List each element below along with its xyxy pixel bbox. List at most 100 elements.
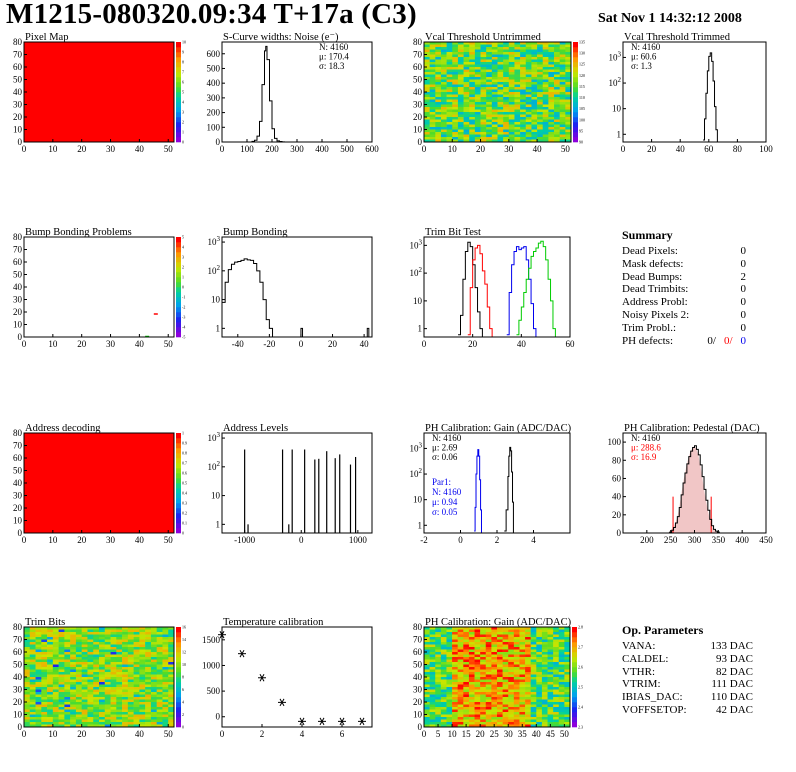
- heatmap-cell: [424, 702, 430, 705]
- heatmap-cell: [435, 132, 442, 135]
- heatmap-cell: [469, 89, 476, 93]
- heatmap-cell: [75, 677, 82, 680]
- x-tick-label: 300: [688, 535, 702, 545]
- heatmap-cell: [468, 654, 475, 658]
- heatmap-cell: [104, 649, 111, 653]
- heatmap-cell: [457, 679, 464, 683]
- heatmap-cell: [463, 632, 470, 635]
- heatmap-cell: [127, 692, 134, 695]
- heatmap-cell: [474, 659, 481, 663]
- heatmap-cell: [565, 44, 571, 48]
- heatmap-cell: [452, 124, 459, 128]
- heatmap-cell: [81, 649, 88, 653]
- heatmap-cell: [497, 127, 504, 130]
- heatmap-cell: [429, 659, 436, 663]
- heatmap-cell: [156, 629, 163, 633]
- heatmap-cell: [93, 664, 100, 668]
- x-tick-label: 0: [422, 339, 427, 349]
- heatmap-cell: [508, 694, 515, 698]
- heatmap-cell: [468, 677, 475, 680]
- heatmap-cell: [64, 697, 71, 700]
- heatmap-cell: [452, 104, 459, 108]
- heatmap-cell: [525, 654, 531, 658]
- heatmap-cell: [480, 92, 487, 95]
- colorbar-segment: [573, 72, 578, 78]
- heatmap-cell: [110, 684, 117, 688]
- heatmap-cell: [139, 704, 146, 708]
- heatmap-cell: [491, 84, 498, 88]
- y-tick-label: 0: [418, 722, 423, 732]
- heatmap-cell: [519, 637, 526, 640]
- heatmap-cell: [536, 679, 543, 683]
- page-title: M1215-080320.09:34 T+17a (C3): [6, 0, 417, 30]
- heatmap-cell: [469, 72, 476, 75]
- heatmap-cell: [452, 139, 459, 142]
- heatmap-cell: [485, 707, 492, 710]
- colorbar-segment: [573, 42, 578, 48]
- heatmap-cell: [468, 629, 475, 633]
- x-tick-label: 40: [533, 144, 543, 154]
- summary-heading: Summary: [622, 228, 673, 242]
- y-tick-label: 20: [413, 697, 423, 707]
- heatmap-cell: [548, 107, 555, 110]
- plot-area: [244, 449, 357, 533]
- heatmap-cell: [514, 57, 521, 60]
- heatmap-cell: [156, 657, 163, 660]
- heatmap-cell: [463, 659, 470, 663]
- heatmap-cell: [64, 629, 71, 633]
- heatmap-cell: [558, 637, 565, 640]
- heatmap-cell: [75, 629, 82, 633]
- heatmap-cell: [503, 64, 510, 68]
- heatmap-cell: [548, 114, 555, 118]
- heatmap-cell: [87, 702, 94, 705]
- heatmap-cell: [116, 719, 123, 723]
- heatmap-cell: [547, 712, 554, 715]
- heatmap-cell: [58, 694, 65, 698]
- heatmap-cell: [530, 672, 537, 675]
- heatmap-cell: [486, 134, 493, 138]
- heatmap-cell: [553, 639, 560, 643]
- heatmap-cell: [553, 699, 560, 703]
- heatmap-cell: [480, 107, 487, 110]
- heatmap-cell: [139, 712, 146, 715]
- heatmap-cell: [564, 712, 570, 715]
- heatmap-cell: [446, 139, 453, 142]
- heatmap-cell: [480, 714, 487, 718]
- heatmap-cell: [474, 72, 481, 75]
- heatmap-cell: [508, 92, 515, 95]
- heatmap-cell: [463, 677, 470, 680]
- heatmap-cell: [508, 659, 515, 663]
- heatmap-cell: [41, 667, 48, 670]
- heatmap-cell: [104, 667, 111, 670]
- heatmap-cell: [541, 654, 548, 658]
- heatmap-cell: [554, 97, 560, 100]
- heatmap-cell: [104, 682, 111, 685]
- heatmap-cell: [70, 697, 77, 700]
- heatmap-cell: [564, 632, 570, 635]
- colorbar-tick-label: 0.5: [182, 481, 187, 486]
- heatmap-cell: [531, 114, 538, 118]
- heatmap-cell: [122, 677, 129, 680]
- heatmap-cell: [548, 57, 555, 60]
- heatmap-cell: [480, 132, 487, 135]
- heatmap-cell: [446, 672, 453, 675]
- heatmap-cell: [559, 59, 566, 63]
- heatmap-cell: [553, 634, 560, 638]
- heatmap-cell: [502, 714, 509, 718]
- heatmap-cell: [564, 659, 570, 663]
- heatmap-cell: [24, 709, 31, 713]
- heatmap-cell: [145, 627, 152, 630]
- heatmap-cell: [435, 679, 442, 683]
- colorbar-segment: [176, 513, 181, 519]
- heatmap-cell: [162, 679, 169, 683]
- heatmap-cell: [424, 124, 430, 128]
- data-point: [238, 649, 246, 658]
- heatmap-cell: [435, 714, 442, 718]
- heatmap-cell: [162, 712, 169, 715]
- heatmap-cell: [530, 637, 537, 640]
- heatmap-cell: [424, 107, 430, 110]
- heatmap-cell: [127, 697, 134, 700]
- heatmap-cell: [541, 712, 548, 715]
- heatmap-cell: [525, 102, 532, 105]
